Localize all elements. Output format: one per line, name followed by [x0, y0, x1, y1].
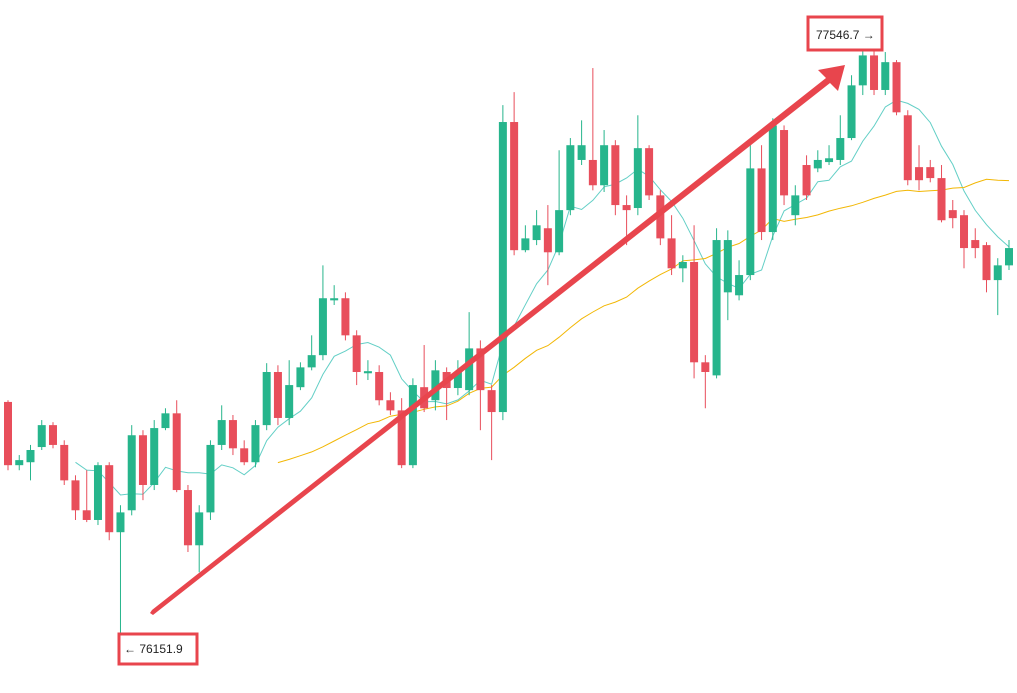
candle-body — [633, 148, 642, 209]
candle-body — [352, 335, 361, 373]
candle-body — [60, 444, 69, 481]
candle-body — [870, 55, 879, 90]
candle-body — [723, 240, 732, 293]
candle-body — [971, 240, 980, 249]
candle-body — [757, 168, 766, 233]
candle-body — [397, 410, 406, 466]
candle-body — [858, 55, 867, 86]
candle-body — [251, 425, 260, 463]
trend-arrow — [150, 65, 845, 615]
candle-body — [712, 240, 721, 376]
min-label-box — [117, 632, 199, 666]
candle-body — [960, 215, 969, 249]
candle-body — [566, 145, 575, 211]
candle-body — [161, 413, 170, 429]
candle-body — [240, 448, 249, 463]
candle-body — [611, 145, 620, 206]
candle-body — [813, 159, 822, 169]
candle-body — [262, 372, 271, 426]
candle-body — [386, 400, 395, 411]
candle-body — [206, 444, 215, 513]
candle-body — [127, 435, 136, 511]
candle-body — [228, 420, 237, 449]
candle-body — [285, 385, 294, 418]
candle-body — [48, 425, 57, 445]
candle-body — [363, 371, 372, 374]
candle-body — [4, 401, 12, 466]
candle-body — [195, 512, 204, 546]
candle-body — [768, 125, 777, 233]
candle-body — [476, 348, 485, 391]
candles — [4, 45, 1013, 633]
candle-body — [150, 428, 159, 485]
candle-body — [802, 165, 811, 196]
candle-body — [678, 261, 687, 269]
candle-body — [487, 390, 496, 413]
candle-body — [521, 238, 530, 251]
candle-body — [622, 205, 631, 211]
candle-body — [543, 228, 552, 253]
candle-body — [656, 195, 665, 239]
candle-body — [577, 145, 586, 160]
candle-body — [82, 510, 91, 520]
candle-body — [71, 480, 80, 511]
candle-body — [532, 225, 541, 241]
moving-averages — [75, 99, 1010, 496]
candle-body — [116, 512, 125, 533]
candle-body — [408, 385, 417, 466]
candle-body — [982, 245, 991, 281]
candle-body — [15, 460, 24, 466]
candle-body — [937, 178, 946, 221]
candle-body — [903, 115, 912, 181]
candle-body — [26, 449, 35, 463]
candle-body — [701, 362, 710, 373]
candle-body — [555, 210, 564, 253]
candle-body — [926, 167, 935, 179]
candle-body — [588, 159, 597, 186]
candle-body — [37, 425, 46, 448]
candle-body — [825, 158, 834, 163]
candle-body — [993, 265, 1002, 281]
candle-body — [375, 372, 384, 401]
candle-body — [498, 122, 507, 413]
candle-body — [431, 370, 440, 401]
candle-body — [948, 210, 957, 219]
candle-body — [1005, 248, 1013, 266]
moving-average-line — [75, 99, 1010, 496]
candle-body — [273, 372, 282, 418]
candle-body — [667, 238, 676, 269]
candle-body — [791, 195, 800, 216]
max-label-box — [806, 15, 884, 52]
candle-body — [93, 465, 102, 520]
candle-body — [847, 85, 856, 139]
candle-body — [836, 138, 845, 160]
candle-body — [735, 275, 744, 296]
candle-body — [645, 148, 654, 196]
candle-body — [318, 298, 327, 356]
candle-body — [330, 298, 339, 301]
candle-body — [746, 168, 755, 276]
candle-body — [138, 435, 147, 485]
candle-body — [600, 145, 609, 186]
candle-body — [341, 298, 350, 336]
candle-body — [892, 62, 901, 113]
max-label: 77546.7 → — [816, 28, 875, 42]
candle-body — [915, 167, 924, 181]
candle-body — [217, 420, 226, 445]
candle-body — [307, 355, 316, 368]
candle-body — [105, 465, 114, 533]
candle-body — [183, 490, 192, 546]
moving-average-line — [277, 178, 1010, 464]
candle-body — [780, 130, 789, 196]
min-label: ← 76151.9 — [124, 642, 183, 656]
candle-body — [881, 62, 890, 90]
candle-body — [510, 122, 519, 251]
candle-body — [172, 413, 181, 491]
candle-body — [296, 367, 305, 388]
candle-body — [465, 348, 474, 391]
candle-body — [690, 261, 699, 363]
candle-body — [453, 372, 462, 389]
